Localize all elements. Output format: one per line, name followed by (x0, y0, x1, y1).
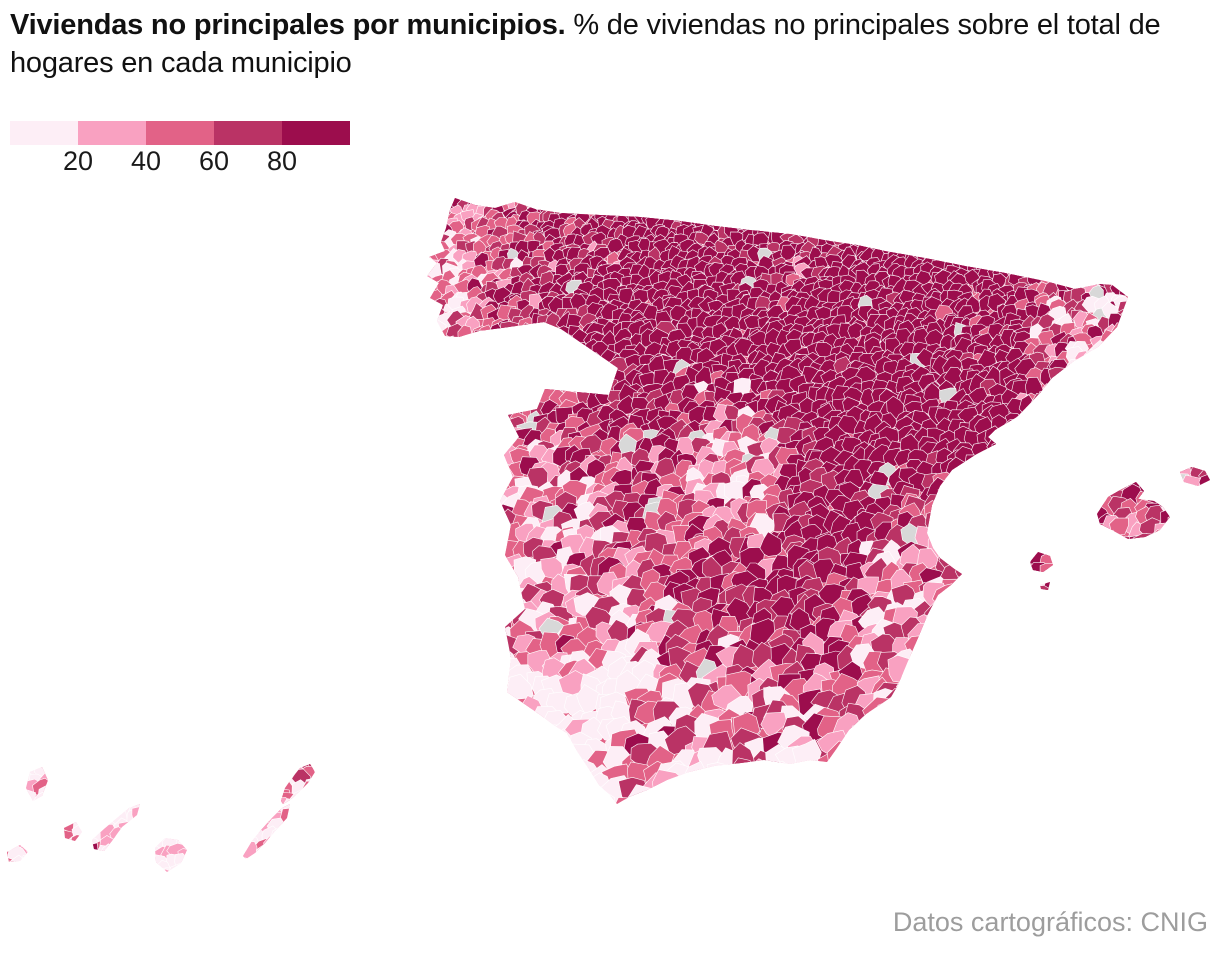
legend-label: 80 (266, 146, 298, 176)
legend-labels: 20 40 60 80 (10, 145, 370, 177)
figure-title: Viviendas no principales por municipios.… (10, 6, 1180, 82)
canary-islands-municipalities (7, 764, 315, 872)
legend-label: 20 (62, 146, 94, 176)
balearic-islands-municipalities (1030, 467, 1210, 590)
title-subtitle: % de viviendas no principales sobre el t… (10, 9, 1161, 79)
source-credit: Datos cartográficos: CNIG (892, 907, 1208, 937)
legend-swatch (282, 121, 350, 145)
legend: 20 40 60 80 (10, 121, 370, 179)
legend-swatches (10, 121, 370, 145)
legend-swatch (10, 121, 78, 145)
title-bold: Viviendas no principales por municipios. (10, 9, 566, 41)
legend-swatch (146, 121, 214, 145)
legend-label: 60 (198, 146, 230, 176)
legend-swatch (214, 121, 282, 145)
legend-swatch (78, 121, 146, 145)
legend-label: 40 (130, 146, 162, 176)
mainland-municipalities (427, 198, 1128, 804)
